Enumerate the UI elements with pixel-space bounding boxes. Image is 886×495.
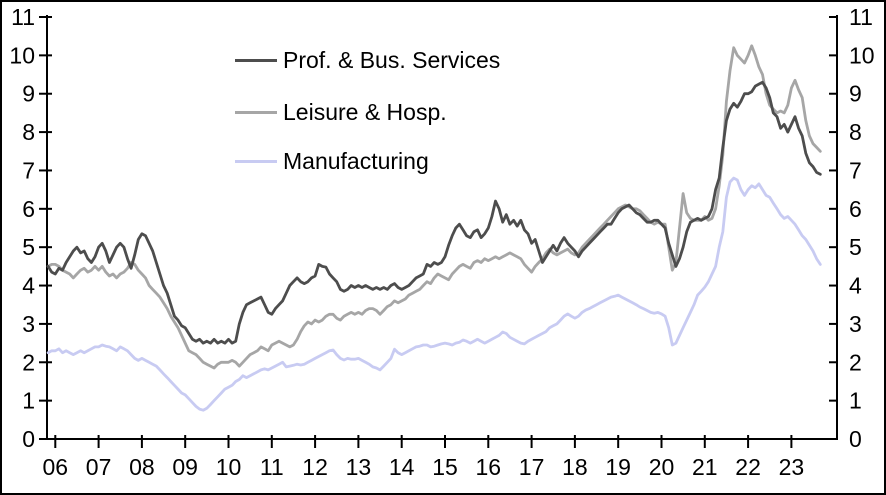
x-tick-label: 18 xyxy=(562,454,588,480)
legend-line-manufacturing xyxy=(235,159,277,163)
y-tick-label-left: 0 xyxy=(22,426,35,452)
y-tick-label-right: 8 xyxy=(849,119,862,145)
x-tick-label: 16 xyxy=(475,454,501,480)
x-tick-label: 15 xyxy=(432,454,458,480)
y-tick-label-right: 11 xyxy=(849,4,873,30)
x-tick-label: 20 xyxy=(649,454,675,480)
x-tick-label: 17 xyxy=(519,454,545,480)
legend-item-manufacturing: Manufacturing xyxy=(235,148,429,174)
y-tick-label-left: 5 xyxy=(22,234,35,260)
y-tick-label-left: 8 xyxy=(22,119,35,145)
x-tick-label: 12 xyxy=(302,454,328,480)
series-line-manufacturing xyxy=(46,176,822,412)
y-tick-label-right: 7 xyxy=(849,157,862,183)
y-tick-label-left: 10 xyxy=(9,42,35,68)
legend-item-prof-bus-services: Prof. & Bus. Services xyxy=(235,47,500,73)
x-tick-label: 07 xyxy=(86,454,112,480)
y-tick-label-left: 11 xyxy=(11,4,35,30)
y-tick-label-left: 4 xyxy=(22,273,35,299)
y-tick-label-left: 3 xyxy=(22,311,35,337)
x-tick-label: 21 xyxy=(692,454,718,480)
y-tick-label-left: 6 xyxy=(22,196,35,222)
y-tick-label-right: 9 xyxy=(849,81,862,107)
y-tick-label-left: 9 xyxy=(22,81,35,107)
y-tick-label-right: 10 xyxy=(849,42,875,68)
series-line-leisure-hosp xyxy=(46,44,822,370)
series-line-prof-bus-services xyxy=(46,80,822,345)
x-tick-label: 08 xyxy=(129,454,155,480)
x-tick-label: 09 xyxy=(172,454,198,480)
y-tick-label-left: 1 xyxy=(22,388,35,414)
y-tick-label-right: 2 xyxy=(849,349,862,375)
legend-label-prof-bus-services: Prof. & Bus. Services xyxy=(283,47,501,73)
y-tick-label-right: 3 xyxy=(849,311,862,337)
x-tick-label: 11 xyxy=(260,454,284,480)
legend-line-prof-bus-services xyxy=(235,58,277,62)
x-tick-label: 23 xyxy=(779,454,805,480)
x-tick-label: 14 xyxy=(389,454,415,480)
x-tick-label: 22 xyxy=(735,454,761,480)
x-tick-label: 13 xyxy=(346,454,372,480)
legend-label-manufacturing: Manufacturing xyxy=(283,148,429,174)
x-tick-label: 10 xyxy=(216,454,242,480)
y-tick-label-right: 1 xyxy=(849,388,862,414)
y-tick-label-left: 7 xyxy=(22,157,35,183)
legend-label-leisure-hosp: Leisure & Hosp. xyxy=(283,99,447,125)
y-tick-label-right: 5 xyxy=(849,234,862,260)
y-tick-label-right: 6 xyxy=(849,196,862,222)
legend-line-leisure-hosp xyxy=(235,110,277,114)
x-tick-label: 06 xyxy=(42,454,68,480)
y-tick-label-left: 2 xyxy=(22,349,35,375)
legend-item-leisure-hosp: Leisure & Hosp. xyxy=(235,99,447,125)
y-tick-label-right: 4 xyxy=(849,273,862,299)
y-tick-label-right: 0 xyxy=(849,426,862,452)
x-tick-label: 19 xyxy=(605,454,631,480)
